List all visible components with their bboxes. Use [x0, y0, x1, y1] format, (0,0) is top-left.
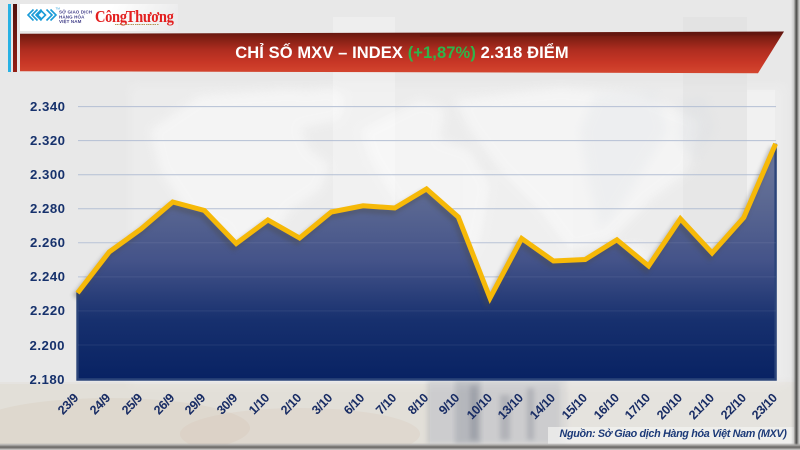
svg-text:TM: TM — [56, 7, 61, 11]
svg-text:SỞ GIAO DỊCH: SỞ GIAO DỊCH — [59, 9, 92, 15]
svg-text:VIỆT NAM: VIỆT NAM — [59, 17, 82, 24]
svg-text:HÀNG HÓA: HÀNG HÓA — [59, 12, 85, 19]
